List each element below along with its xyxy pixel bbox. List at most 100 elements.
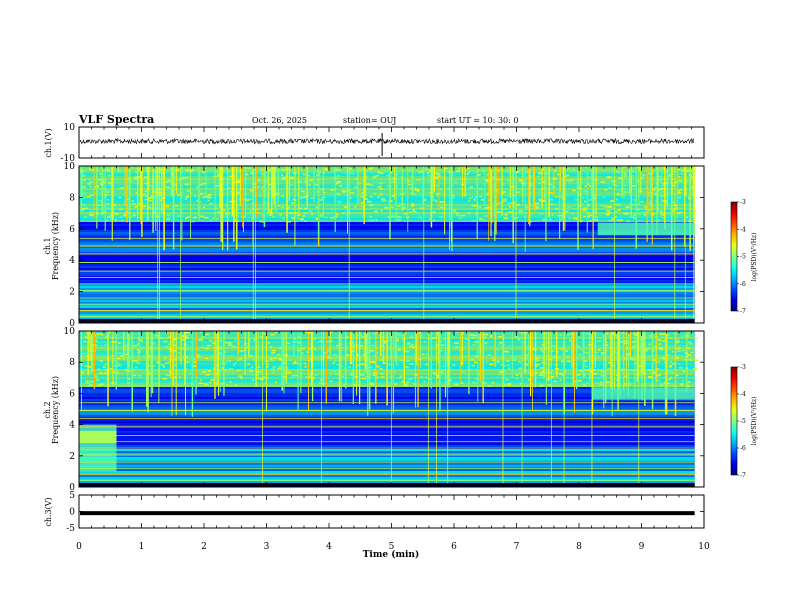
ch1-spectrogram-noise xyxy=(578,183,580,186)
ch2-spectrogram-noise xyxy=(495,384,499,386)
ch2-spectrogram-noise xyxy=(181,347,185,350)
ch2-spectrogram-noise xyxy=(600,352,605,354)
ch1-spectrogram-noise xyxy=(83,186,86,188)
ch2-spectrogram-noise xyxy=(372,332,375,335)
ch1-spectrogram-noise xyxy=(399,193,404,195)
ch2-spectrogram-noise xyxy=(671,372,675,374)
ch2-spectrogram-noise xyxy=(586,352,590,354)
ch2-spectrogram-noise xyxy=(380,376,385,378)
ch1-spectrogram-noise xyxy=(530,220,533,223)
ch2-spectrogram-noise xyxy=(484,342,488,345)
ch2-spectrogram-noise xyxy=(527,349,531,351)
ch1-spectrogram-noise xyxy=(594,215,596,218)
ch2-spectrogram-noise xyxy=(326,340,329,343)
ch2-spectrogram-noise xyxy=(667,378,671,381)
ch1-spectrogram-noise xyxy=(287,220,292,223)
ch1-spectrogram-row xyxy=(79,262,695,264)
ch2-spectrogram-noise xyxy=(508,367,511,370)
ch1-spectrogram-row xyxy=(79,246,695,248)
ch2-spectrogram-noise xyxy=(684,352,688,355)
ch2-spectrogram-noise xyxy=(423,341,426,343)
ch2-spectrogram-noise xyxy=(165,362,168,364)
ch2-spectrogram-noise xyxy=(669,364,673,366)
ch2-spectrogram-noise xyxy=(406,381,410,383)
ch2-spectrogram-noise xyxy=(373,355,376,357)
ch2-spectrogram-noise xyxy=(484,333,489,336)
ch2-spectrogram-noise xyxy=(582,384,586,386)
ch1-spectrogram-noise xyxy=(509,205,512,208)
ch2-spectrogram-noise xyxy=(565,350,569,352)
ch2-spectrogram-noise xyxy=(648,343,651,345)
ch2-spectrogram-noise xyxy=(363,355,365,357)
ch2-spectrogram-noise xyxy=(623,341,628,344)
ch2-spectrogram-noise xyxy=(404,365,408,368)
ch1-spectrogram-noise xyxy=(471,220,476,222)
ch2-spectrogram-noise xyxy=(228,368,234,370)
ch1-spectrogram-noise xyxy=(108,182,112,184)
ch1-spectrogram-noise xyxy=(97,204,102,206)
ch1-spectrogram-noise xyxy=(269,209,273,212)
ch2-spectrogram-row xyxy=(79,407,695,409)
ch1-spectrogram-noise xyxy=(606,213,610,216)
ch1-spectrogram-noise xyxy=(165,205,170,208)
ch1-spectrogram-noise xyxy=(112,212,118,214)
ch1-spectrogram-noise xyxy=(299,214,302,216)
colorbar-gradient xyxy=(730,201,738,312)
ch2-spectrogram-noise xyxy=(594,351,599,354)
ch1-spectrogram-row xyxy=(79,276,695,278)
ch2-spectrogram-noise xyxy=(539,372,543,374)
ch1-spectrogram-noise xyxy=(155,215,160,218)
ch2-spectrogram-noise xyxy=(85,336,89,339)
ch2-spectrogram-noise xyxy=(499,371,504,373)
ch1-spectrogram-noise xyxy=(383,170,387,173)
ch2-spectrogram-row xyxy=(79,479,695,481)
ch1-spectrogram-noise xyxy=(441,177,446,179)
ch1-spectrogram-noise xyxy=(560,218,563,221)
ch1-spectrogram-noise xyxy=(196,169,199,171)
ch2-spectrogram-noise xyxy=(172,376,177,378)
colorbar-tick-label: -7 xyxy=(740,308,746,315)
ch1-spectrogram-noise xyxy=(588,214,592,217)
ch1-spectrogram-noise xyxy=(302,173,306,176)
ch1-spectrogram-noise xyxy=(456,170,460,173)
ch1-spectrogram-noise xyxy=(114,213,119,215)
ch1-spectrogram-noise xyxy=(152,210,156,213)
ch2-spectrogram-noise xyxy=(578,379,583,382)
ch1-spectrogram-noise xyxy=(633,199,637,201)
ch1-spectrogram-noise xyxy=(134,205,138,208)
ch2-spectrogram-noise xyxy=(148,365,151,367)
ch2-spectrogram-noise xyxy=(163,356,167,359)
ch1-spectrogram-noise xyxy=(615,203,618,206)
ch1-spectrogram-noise xyxy=(259,220,264,223)
ch2-spectrogram-noise xyxy=(668,365,673,368)
ch1-spectrogram-noise xyxy=(325,216,328,219)
ch2-spectrogram-noise xyxy=(100,333,105,335)
ch1-spectrogram-noise xyxy=(572,189,576,192)
ch2-spectrogram-noise xyxy=(246,357,249,359)
ch1-spectrogram-row xyxy=(79,184,695,186)
ch2-spectrogram-row xyxy=(79,475,695,477)
ch1-spectrogram-noise xyxy=(505,200,507,203)
ch2-spectrogram-noise xyxy=(400,375,403,378)
ch1-spectrogram-noise xyxy=(176,208,180,210)
ch2-spectrogram-noise xyxy=(127,378,130,380)
ch2-spectrogram-noise xyxy=(208,339,213,342)
ch1-spectrogram-ytick-label: 6 xyxy=(69,225,75,235)
ch1-spectrogram-noise xyxy=(471,204,475,207)
ch2-spectrogram-noise xyxy=(651,359,656,361)
ch2-spectrogram-noise xyxy=(567,334,569,336)
ch2-spectrogram-noise xyxy=(177,333,181,335)
ch2-spectrogram-noise xyxy=(205,373,210,376)
ch1-spectrogram-row xyxy=(79,168,695,170)
ch2-spectrogram-noise xyxy=(253,339,258,341)
ch1-spectrogram-noise xyxy=(229,200,234,203)
ch1-spectrogram-noise xyxy=(578,178,582,181)
ch2-spectrogram-noise xyxy=(442,365,445,368)
ch1-spectrogram-noise xyxy=(512,205,517,208)
ch2-spectrogram-noise xyxy=(137,349,140,351)
ch2-spectrogram-noise xyxy=(487,354,492,356)
ch1-spectrogram-label: ch.1 xyxy=(43,237,52,254)
ch2-spectrogram-noise xyxy=(651,371,656,374)
ch1-spectrogram-noise xyxy=(236,191,241,193)
ch1-spectrogram-noise xyxy=(440,188,443,191)
